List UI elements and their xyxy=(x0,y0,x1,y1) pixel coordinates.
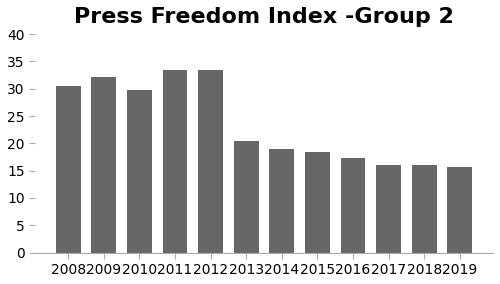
Bar xyxy=(234,141,258,253)
Bar xyxy=(270,149,294,253)
Bar xyxy=(412,165,436,253)
Bar xyxy=(92,77,116,253)
Bar xyxy=(162,70,188,253)
Bar xyxy=(56,86,80,253)
Bar xyxy=(376,165,401,253)
Bar xyxy=(127,90,152,253)
Bar xyxy=(340,158,365,253)
Bar xyxy=(305,152,330,253)
Bar xyxy=(198,70,223,253)
Title: Press Freedom Index -Group 2: Press Freedom Index -Group 2 xyxy=(74,7,454,27)
Bar xyxy=(448,167,472,253)
